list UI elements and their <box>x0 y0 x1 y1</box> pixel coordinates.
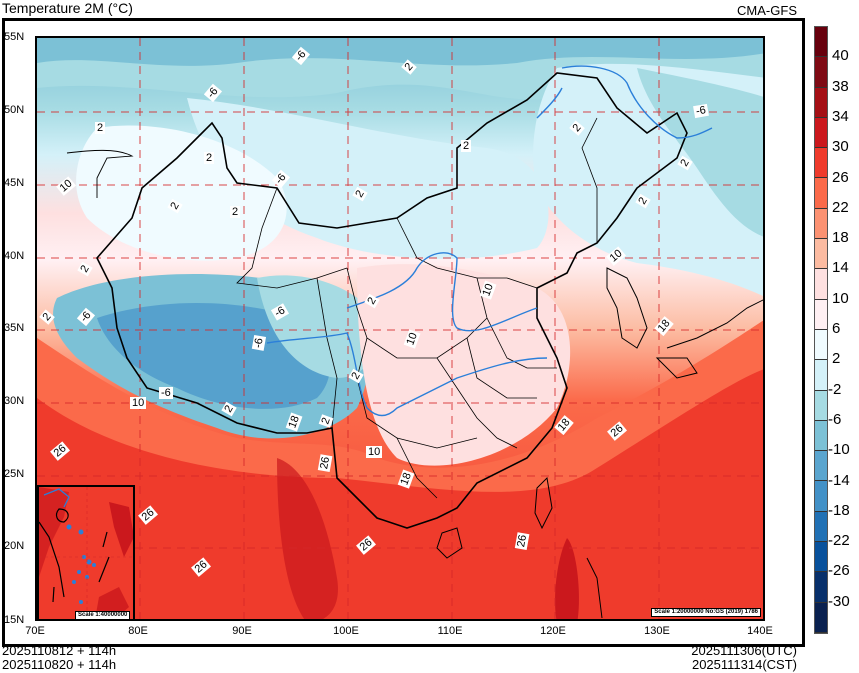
temperature-map[interactable]: Scale 1:40000000 Scale 1:20000000 No:GS … <box>35 36 765 621</box>
lat-label-25n: 25N <box>4 468 25 480</box>
contour-label: 10 <box>366 446 383 458</box>
lon-label-90e: 90E <box>232 625 252 637</box>
colorbar-segment <box>815 390 827 421</box>
colorbar-segment <box>815 542 827 573</box>
contour-label: 10 <box>130 397 147 409</box>
colorbar-label: 30 <box>832 138 849 156</box>
colorbar-label: 2 <box>832 350 841 368</box>
colorbar-segment <box>815 239 827 270</box>
colorbar-label: 6 <box>832 320 841 337</box>
valid-time-utc: 2025111306(UTC) <box>691 643 797 658</box>
colorbar-segment <box>815 57 827 88</box>
map-canvas <box>37 38 763 619</box>
model-name: CMA-GFS <box>737 3 797 18</box>
lon-label-70e: 70E <box>25 625 45 637</box>
contour-label: 2 <box>230 206 241 218</box>
colorbar-segment <box>815 208 827 240</box>
chart-title: Temperature 2M (°C) <box>2 0 133 16</box>
colorbar-segment <box>815 178 827 209</box>
lon-label-100e: 100E <box>333 625 359 637</box>
lon-label-130e: 130E <box>644 625 670 637</box>
contour-label: 2 <box>95 122 106 134</box>
colorbar-label: 26 <box>832 168 849 186</box>
contour-label: 2 <box>204 152 215 164</box>
lat-label-45n: 45N <box>4 177 25 189</box>
main-scale-label: Scale 1:20000000 No:GS (2019) 1786 <box>651 608 761 617</box>
colorbar-label: -26 <box>828 562 850 580</box>
colorbar-segment <box>815 511 827 543</box>
lat-label-40n: 40N <box>4 250 25 262</box>
contour-label: -6 <box>251 335 266 351</box>
colorbar-segment <box>815 602 827 633</box>
init-time-utc: 2025110812 + 114h <box>2 643 117 658</box>
figure-frame <box>2 18 805 647</box>
lat-label-35n: 35N <box>4 322 25 334</box>
lat-label-55n: 55N <box>4 31 25 43</box>
colorbar-label: -22 <box>828 532 850 550</box>
colorbar-label: -30 <box>828 592 850 610</box>
south-china-sea-inset: Scale 1:40000000 <box>37 485 135 619</box>
colorbar-segment <box>815 87 827 118</box>
contour-label: -6 <box>693 103 709 119</box>
colorbar-label: 34 <box>832 107 849 125</box>
colorbar-segment <box>815 481 827 512</box>
colorbar-label: -10 <box>828 441 850 459</box>
colorbar-label: 22 <box>832 198 849 216</box>
contour-label: -6 <box>159 387 173 399</box>
colorbar-label: -14 <box>828 471 850 489</box>
inset-canvas <box>39 487 133 619</box>
colorbar-label: 10 <box>832 289 849 307</box>
colorbar-segment <box>815 27 827 58</box>
lat-label-30n: 30N <box>4 395 25 407</box>
colorbar-segment <box>815 269 827 300</box>
lon-label-120e: 120E <box>540 625 566 637</box>
lat-label-50n: 50N <box>4 104 25 116</box>
contour-label: 2 <box>461 140 472 152</box>
colorbar-segment <box>815 329 827 361</box>
colorbar-label: 38 <box>832 77 849 95</box>
colorbar-label: -18 <box>828 501 850 519</box>
colorbar <box>814 26 828 634</box>
valid-time-cst: 2025111314(CST) <box>691 657 797 672</box>
lon-label-140e: 140E <box>747 625 773 637</box>
colorbar-label: 14 <box>832 259 849 277</box>
colorbar-segment <box>815 299 827 330</box>
inset-scale-label: Scale 1:40000000 <box>75 611 131 619</box>
colorbar-label: 18 <box>832 229 849 247</box>
lat-label-20n: 20N <box>4 540 25 552</box>
colorbar-label: 40 <box>832 47 849 65</box>
colorbar-segment <box>815 451 827 482</box>
lon-label-80e: 80E <box>128 625 148 637</box>
colorbar-segment <box>815 420 827 452</box>
lon-label-110e: 110E <box>437 625 463 637</box>
colorbar-segment <box>815 148 827 179</box>
colorbar-label: -2 <box>828 380 842 398</box>
colorbar-segment <box>815 117 827 149</box>
colorbar-segment <box>815 360 827 391</box>
colorbar-segment <box>815 572 827 603</box>
init-time-cst: 2025110820 + 114h <box>2 657 117 672</box>
lat-label-15n: 15N <box>4 614 25 626</box>
colorbar-label: -6 <box>828 410 842 428</box>
